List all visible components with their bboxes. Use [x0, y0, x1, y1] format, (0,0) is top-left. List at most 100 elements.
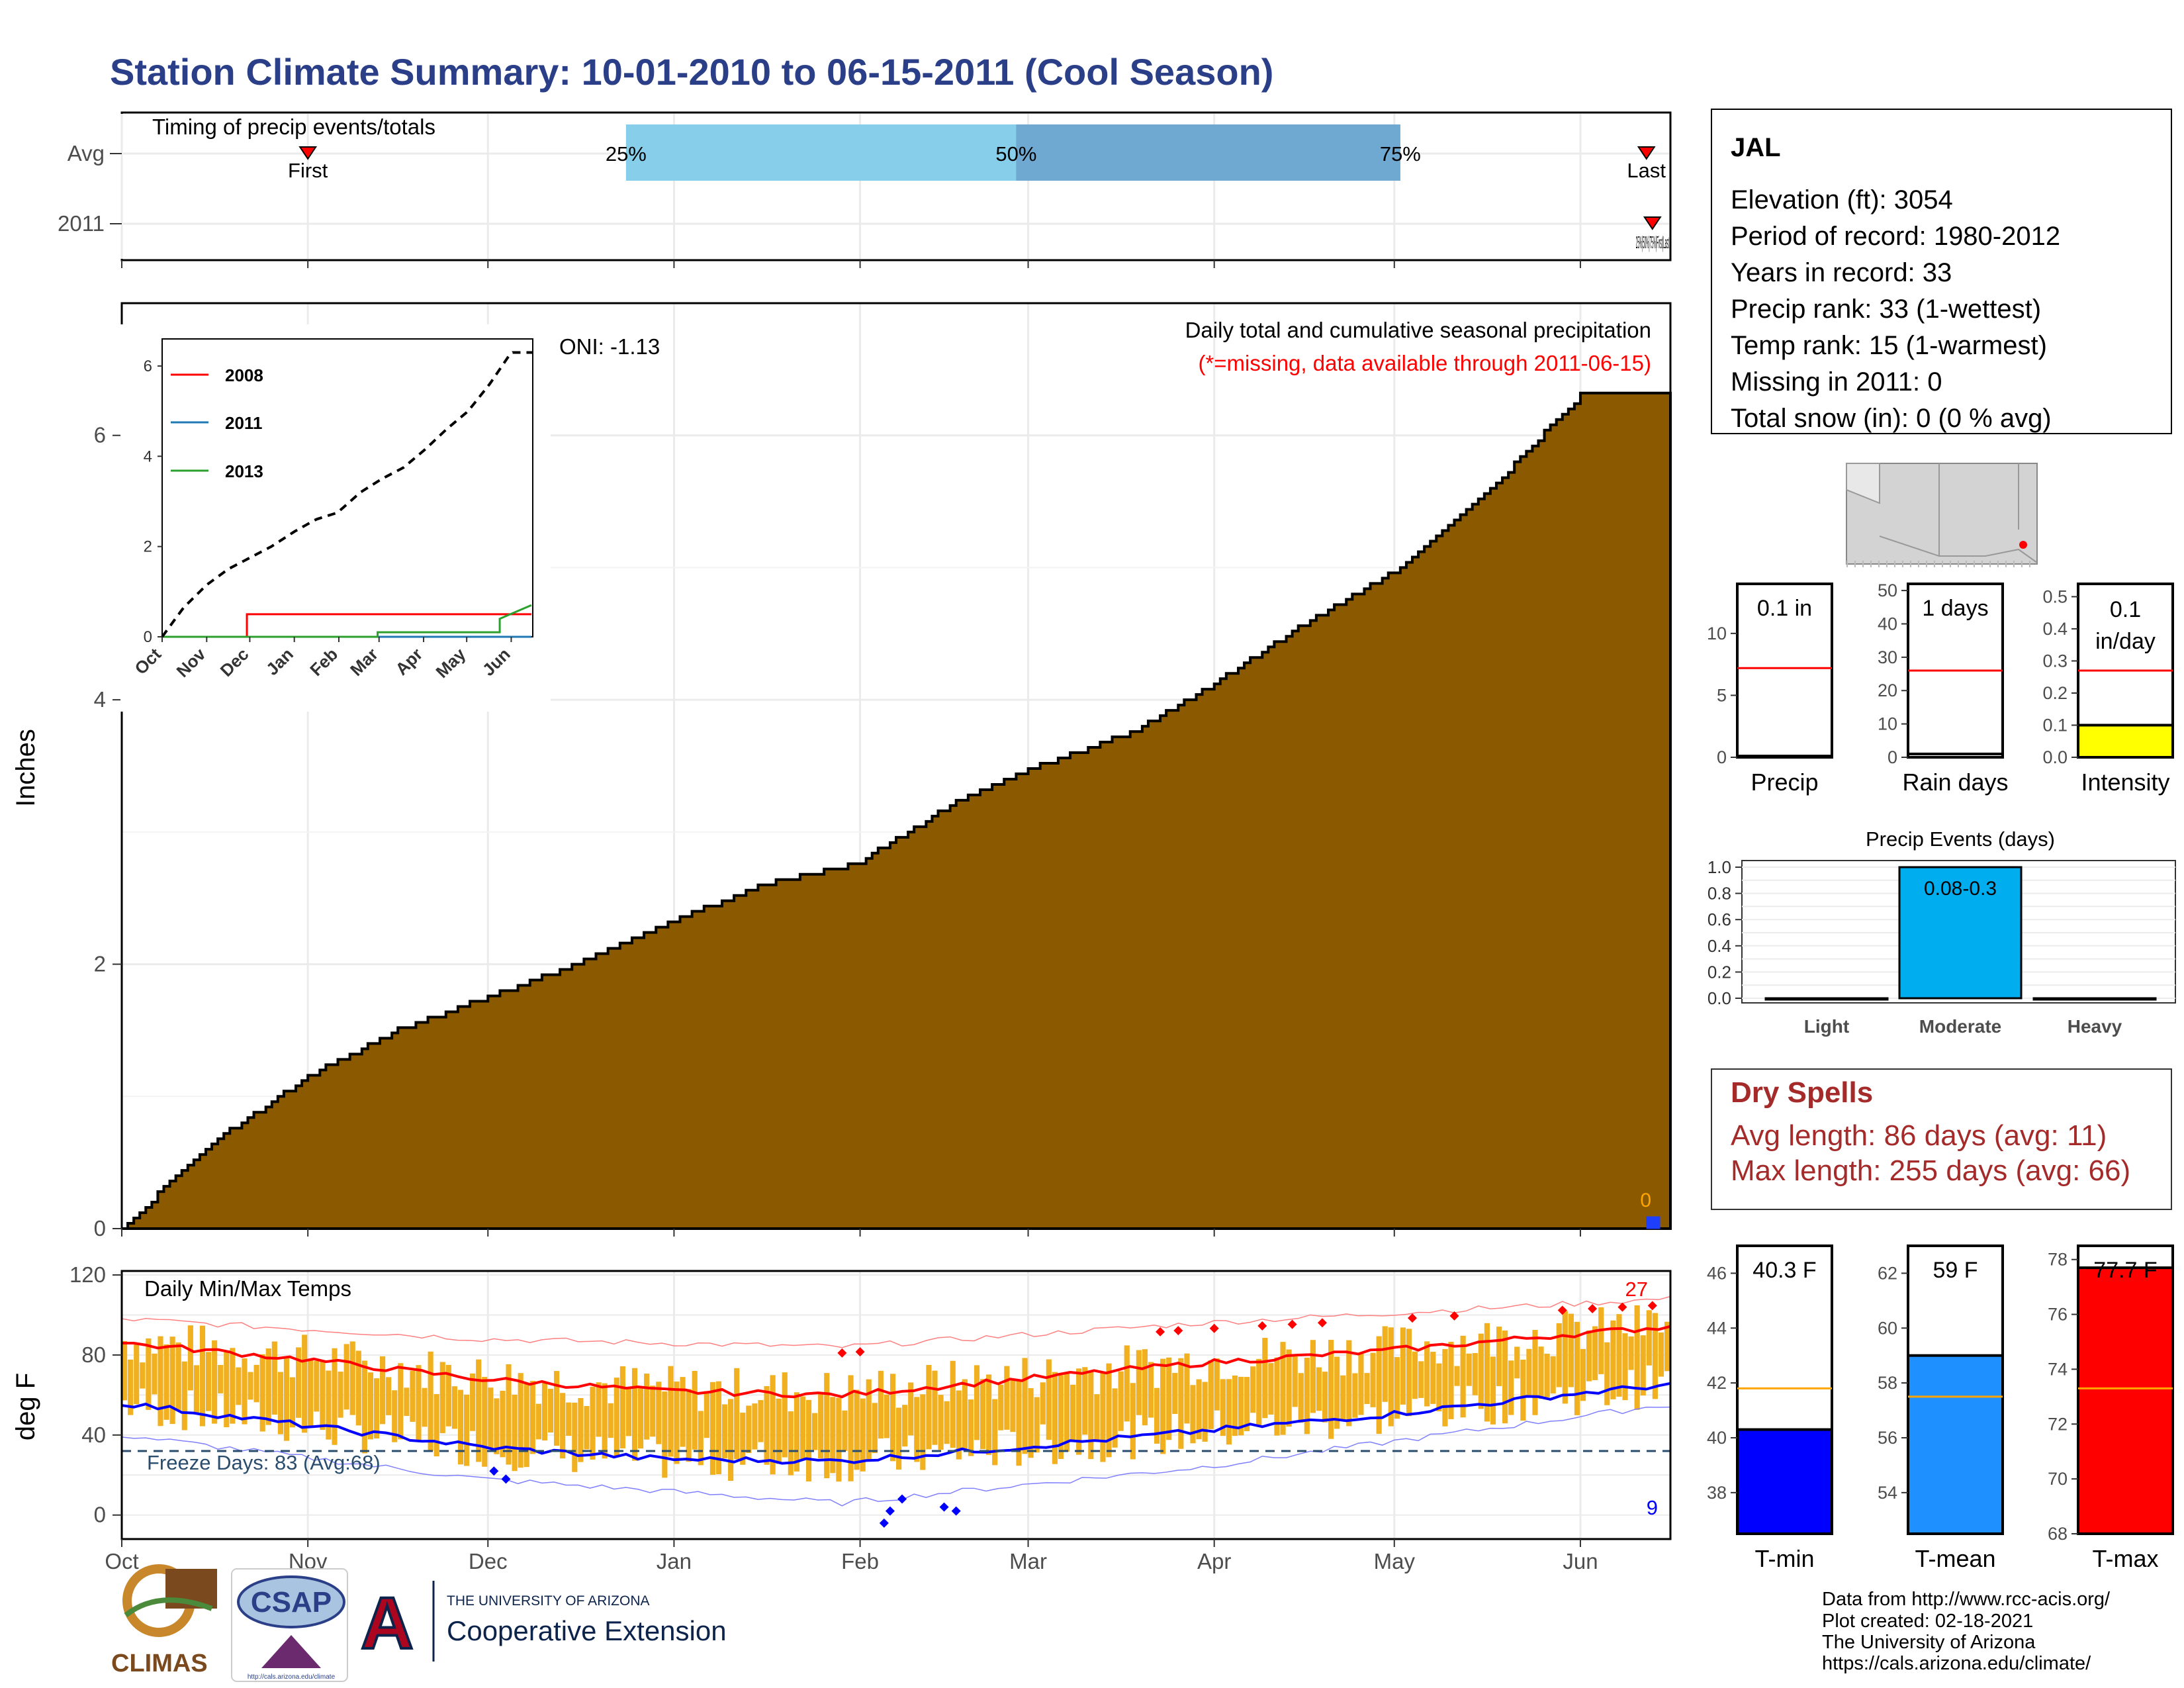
temp-daily-bar [122, 1340, 128, 1401]
tmin-y-tick-label: 42 [1707, 1373, 1727, 1393]
temp-daily-bar [668, 1366, 674, 1457]
timing-pct-50: 50% [995, 142, 1036, 165]
temp-daily-bar [889, 1374, 896, 1462]
climas-logo-text: CLIMAS [111, 1650, 208, 1677]
temp-daily-bar [1292, 1356, 1298, 1407]
temp-daily-bar [938, 1395, 944, 1450]
temp-daily-bar [1460, 1335, 1466, 1418]
temp-daily-bar [1202, 1382, 1208, 1442]
ua-logo: A THE UNIVERSITY OF ARIZONA Cooperative … [359, 1581, 727, 1665]
temp-daily-bar [1514, 1346, 1520, 1379]
temp-daily-bar [848, 1375, 854, 1481]
events-y-tick-label: 0.8 [1707, 884, 1731, 904]
temp-x-tick-label: Feb [841, 1549, 879, 1573]
record-low-marker [897, 1494, 907, 1504]
tmean-y-tick-label: 56 [1878, 1428, 1897, 1448]
temp-daily-bar [398, 1363, 404, 1440]
temp-daily-bar [1238, 1376, 1244, 1436]
temp-daily-bar [361, 1360, 367, 1454]
temp-daily-bar [1298, 1373, 1304, 1423]
intensity-y-tick-label: 0.3 [2042, 651, 2068, 671]
inset-y-tick-label: 0 [144, 628, 152, 646]
tmin-x-label: T-min [1755, 1545, 1815, 1572]
temp-daily-bar [614, 1378, 619, 1456]
intensity-value-unit: in/day [2095, 629, 2156, 654]
temp-daily-bar [1640, 1335, 1646, 1396]
precip-panel-frame [120, 302, 1672, 1230]
inset-y-tick-label: 6 [144, 357, 152, 375]
precip-events-bars: Light Moderate Heavy 0.08-0.3 [1764, 866, 2157, 1037]
temp-daily-bar [1022, 1358, 1028, 1454]
csap-logo: CSAP http://cals.arizona.edu/climate [231, 1568, 348, 1682]
temp-daily-bar [1262, 1338, 1268, 1419]
events-category-light: Light [1804, 1016, 1849, 1037]
temp-daily-bar [734, 1368, 740, 1460]
temp-daily-bar [326, 1370, 332, 1440]
last-marker-triangle-icon [1637, 146, 1656, 160]
events-bar-light [1764, 997, 1889, 1001]
temp-daily-bar [248, 1372, 253, 1400]
temp-daily-bar [860, 1398, 866, 1472]
temp-daily-bar [355, 1350, 361, 1426]
record-min-line [121, 1406, 1671, 1507]
tmax-y-tick-label: 72 [2048, 1414, 2068, 1434]
intensity-y-tick-label: 0.5 [2042, 586, 2068, 606]
temp-daily-bar [1154, 1387, 1160, 1444]
temp-daily-bar [1220, 1379, 1226, 1436]
temp-daily-bar [1616, 1314, 1622, 1397]
temp-daily-bar [698, 1411, 704, 1466]
temp-daily-bar [674, 1382, 680, 1464]
record-low-marker [885, 1506, 895, 1516]
rain_days-bar [1907, 752, 2004, 759]
temp-daily-bar [488, 1387, 494, 1448]
precip_total-y-tick-label: 0 [1717, 747, 1727, 767]
legend-label-2013: 2013 [225, 461, 263, 481]
temp-daily-bar [1088, 1371, 1094, 1460]
temp-daily-bar [128, 1359, 134, 1415]
temp-daily-bar [410, 1370, 416, 1422]
temp-daily-bar [842, 1410, 848, 1451]
dry-spells-box: Dry Spells Avg length: 86 days (avg: 11)… [1711, 1068, 2172, 1210]
inset-series-average [161, 351, 533, 638]
temp-daily-bar [1448, 1341, 1454, 1419]
temp-daily-bar [277, 1372, 283, 1434]
rain_days-value-label: 1 days [1922, 596, 1988, 621]
record-high-marker [837, 1348, 847, 1358]
temp-daily-bar [1112, 1388, 1118, 1448]
temp-daily-bar [1646, 1310, 1652, 1366]
temp-daily-bar [764, 1385, 770, 1465]
temp-daily-bar [1034, 1397, 1040, 1453]
temp-daily-bar [1214, 1358, 1220, 1411]
temp-daily-bar [1196, 1379, 1202, 1440]
temp-daily-bar [638, 1387, 644, 1449]
temp-daily-bar [470, 1373, 476, 1431]
temp-daily-bar [1580, 1348, 1586, 1401]
temp-daily-bar [1658, 1332, 1664, 1377]
year-marker-triangle-icon [1643, 216, 1662, 230]
temp-panel-title: Daily Min/Max Temps [144, 1276, 351, 1301]
timing-title: Timing of precip events/totals [152, 115, 435, 139]
temp-daily-bar [422, 1387, 428, 1427]
precip-y-tick-label: 4 [94, 687, 106, 712]
temp-daily-bar [566, 1402, 572, 1436]
temp-x-ticks: Oct Nov Dec Jan Feb Mar Apr May Jun [105, 1539, 1598, 1573]
temp-daily-bar [1226, 1379, 1232, 1445]
record-low-marker [489, 1466, 499, 1476]
events-category-moderate: Moderate [1919, 1016, 2001, 1037]
temp-daily-bar [619, 1366, 625, 1449]
temp-daily-bar [1178, 1358, 1184, 1449]
temp-daily-bar [1568, 1313, 1574, 1387]
events-bar-heavy [2032, 997, 2157, 1001]
rain_days-x-label: Rain days [1902, 769, 2008, 796]
intensity-y-tick-label: 0.4 [2042, 619, 2068, 639]
temp-panel-frame [120, 1270, 1672, 1540]
temp-daily-bar [1148, 1362, 1154, 1418]
intensity-y-tick-label: 0.2 [2042, 683, 2068, 703]
temp-daily-bar [1652, 1313, 1658, 1399]
record-low-marker [879, 1518, 889, 1528]
temp-daily-bar [439, 1362, 445, 1434]
oni-value: ONI: -1.13 [559, 334, 660, 359]
tmax-y-tick-label: 68 [2048, 1524, 2068, 1544]
temp-daily-bar [560, 1393, 566, 1459]
temp-y-tick-label: 40 [81, 1423, 106, 1447]
